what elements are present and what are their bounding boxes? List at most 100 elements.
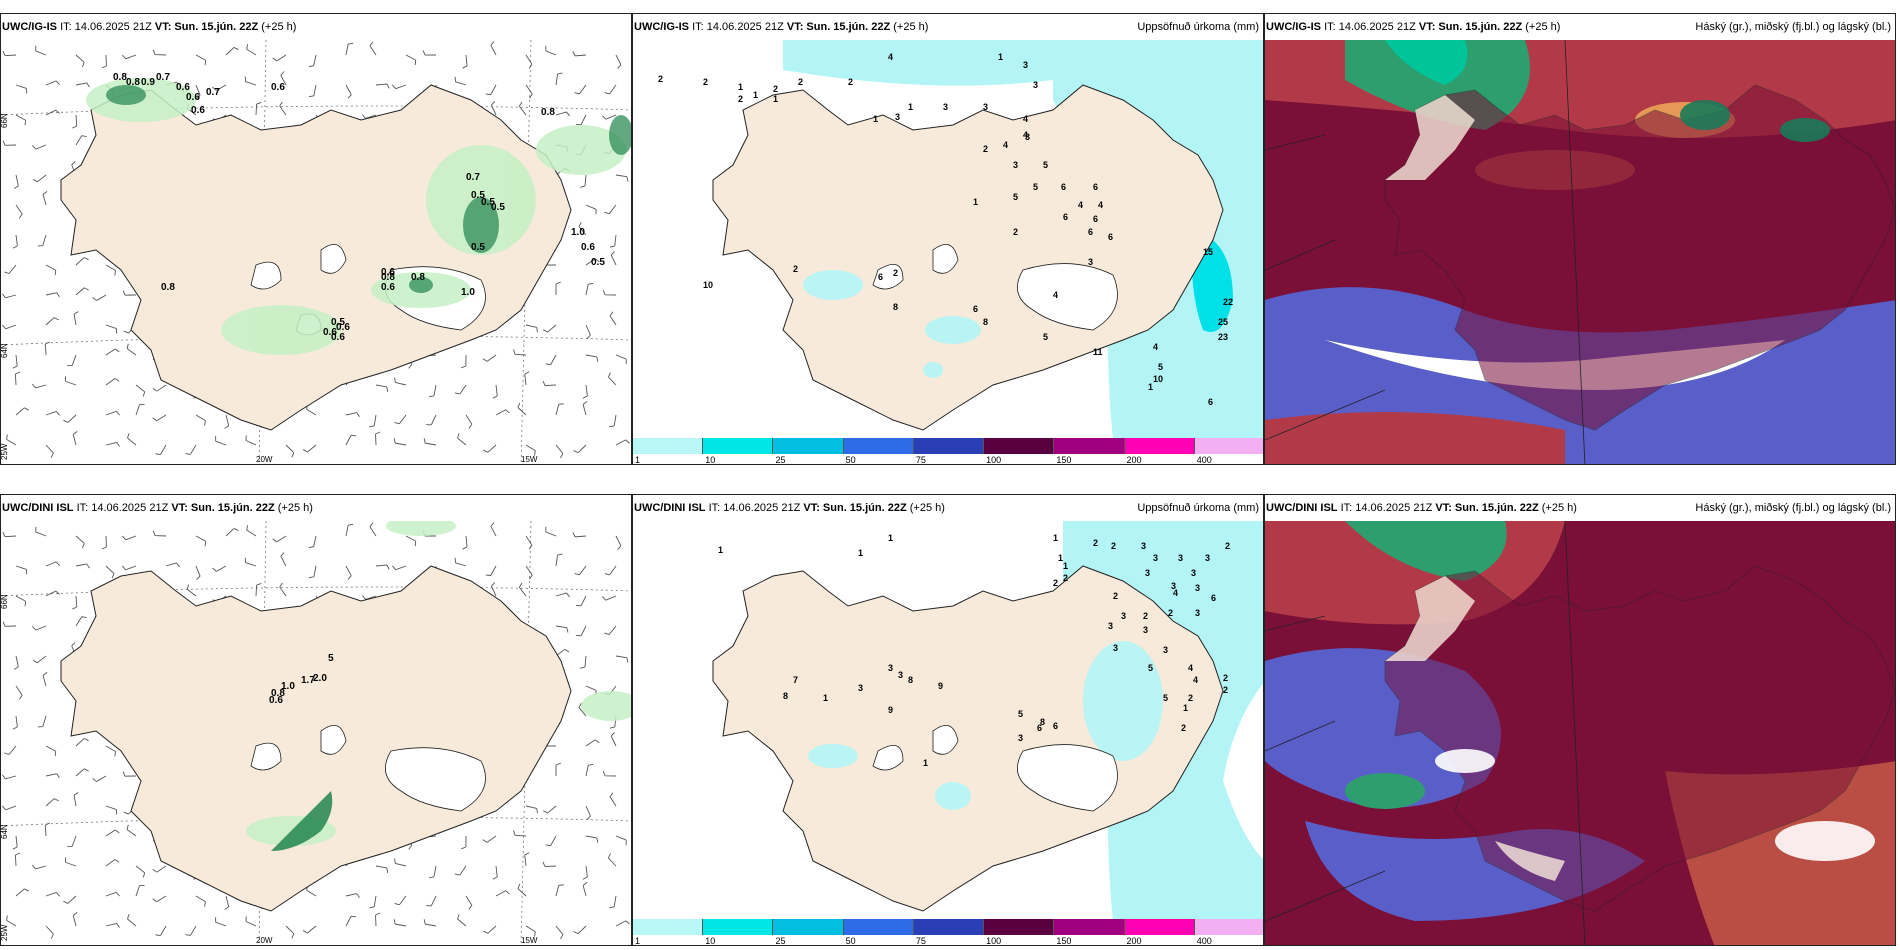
wind-barb: [75, 738, 89, 747]
value-label: 0.6: [381, 267, 395, 278]
value-label: 1: [738, 82, 743, 92]
value-label: 2: [1168, 608, 1173, 618]
wind-barb: [45, 745, 57, 757]
panel-header: UWC/DINI ISL IT: 14.06.2025 21Z VT: Sun.…: [1265, 495, 1895, 521]
wind-barb: [73, 311, 79, 326]
wind-barb: [393, 919, 407, 927]
value-label: 0.6: [331, 332, 345, 343]
value-label: 1: [998, 52, 1003, 62]
wind-barb: [585, 805, 591, 820]
value-label: 0.5: [491, 202, 505, 213]
colorbar-label: 25: [775, 455, 786, 465]
wind-barb: [345, 412, 360, 417]
wind-barb: [462, 535, 468, 550]
value-label: 1: [753, 90, 758, 100]
valid-time: Sun. 15.jún. 22Z: [1438, 21, 1523, 33]
wind-barb: [285, 444, 295, 458]
valid-time: Sun. 15.jún. 22Z: [190, 502, 275, 514]
lon-label-20: 20W: [256, 455, 273, 464]
value-label: 3: [1088, 257, 1093, 267]
wind-barb: [101, 535, 107, 550]
wind-barb: [302, 925, 317, 934]
wind-barb: [185, 444, 197, 455]
wind-barb: [13, 655, 19, 670]
wind-barb: [215, 436, 227, 446]
value-label: 2: [1188, 693, 1193, 703]
valid-time: Sun. 15.jún. 22Z: [822, 502, 907, 514]
colorbar-label: 150: [1056, 455, 1072, 465]
colorbar-label: 50: [845, 455, 856, 465]
wind-barb: [15, 84, 28, 94]
wind-barb: [607, 853, 617, 867]
wind-barb: [615, 835, 627, 846]
wind-barb: [279, 582, 287, 597]
lead-time: (+25 h): [909, 502, 945, 514]
value-label: 4: [1193, 675, 1198, 685]
precip-colorbar: 1 10 25 50 75 100 150 200 400: [633, 919, 1263, 945]
cloud-map[interactable]: [1265, 521, 1896, 946]
wind-barb: [42, 191, 48, 206]
wind-barb: [105, 565, 115, 579]
cloud-map[interactable]: [1265, 40, 1896, 465]
wind-barb: [105, 745, 116, 757]
value-label: 3: [1033, 80, 1038, 90]
value-label: 1: [923, 758, 928, 768]
wind-barb: [122, 54, 137, 60]
wind-barb: [13, 174, 19, 189]
wind-barb: [369, 41, 377, 56]
value-label: 2: [848, 77, 853, 87]
colorbar-segment: [913, 438, 985, 454]
wind-map[interactable]: 0.8 0.8 0.9 0.70.60.60.60.7 0.60.80.70.50.50…: [1, 40, 632, 465]
wind-barb: [135, 884, 145, 897]
wind-barb: [394, 858, 407, 867]
wind-barb: [45, 561, 60, 567]
panel-header: UWC/DINI ISL IT: 14.06.2025 21Z VT: Sun.…: [633, 495, 1263, 521]
wind-barb: [615, 535, 622, 550]
wind-barb: [574, 565, 587, 576]
value-label: 1: [718, 545, 723, 555]
wind-barb: [426, 414, 437, 426]
value-label: 8: [893, 302, 898, 312]
wind-barb: [394, 414, 407, 425]
value-label: 2: [1143, 611, 1148, 621]
wind-barb: [195, 535, 207, 547]
panel-top-clouds: UWC/IG-IS IT: 14.06.2025 21Z VT: Sun. 15…: [1264, 13, 1896, 465]
value-label: 1: [858, 548, 863, 558]
value-label: 3: [895, 112, 900, 122]
wind-barb: [525, 535, 533, 550]
wind-barb: [495, 409, 510, 416]
value-label: 3: [1023, 60, 1028, 70]
wind-barb: [195, 895, 206, 907]
lat-label-66: 66N: [1, 594, 9, 609]
value-label: 0.8: [113, 72, 127, 83]
wind-barb: [492, 865, 498, 880]
wind-barb: [422, 50, 437, 56]
value-label: 2: [798, 77, 803, 87]
value-label: 6: [878, 272, 883, 282]
wind-barb: [2, 805, 17, 811]
field-title: Uppsöfnuð úrkoma (mm): [1137, 502, 1259, 514]
wind-barb: [122, 771, 137, 777]
wind-barb: [92, 294, 107, 301]
model-name: UWC/IG-IS: [1266, 21, 1321, 33]
value-label: 2: [793, 264, 798, 274]
value-label: 3: [1113, 643, 1118, 653]
value-label: 2: [1111, 541, 1116, 551]
wind-barb: [572, 51, 587, 57]
wind-barb: [105, 410, 120, 416]
wind-barb: [45, 892, 60, 897]
value-label: 6: [1053, 721, 1058, 731]
wind-barb: [604, 625, 617, 636]
wind-barb: [517, 883, 527, 897]
valid-label: VT:: [171, 502, 188, 514]
field-title: Háský (gr.), miðský (fj.bl.) og lágský (…: [1695, 502, 1891, 514]
wind-map[interactable]: 52.01.7 1.00.80.6 66N 64N 25W 20W 15W: [1, 521, 632, 946]
wind-barb: [555, 553, 563, 567]
value-label: 6: [973, 304, 978, 314]
lat-label-64: 64N: [1, 343, 9, 358]
value-label: 0.5: [591, 257, 605, 268]
wind-barb: [308, 54, 317, 67]
wind-barb: [602, 290, 617, 296]
